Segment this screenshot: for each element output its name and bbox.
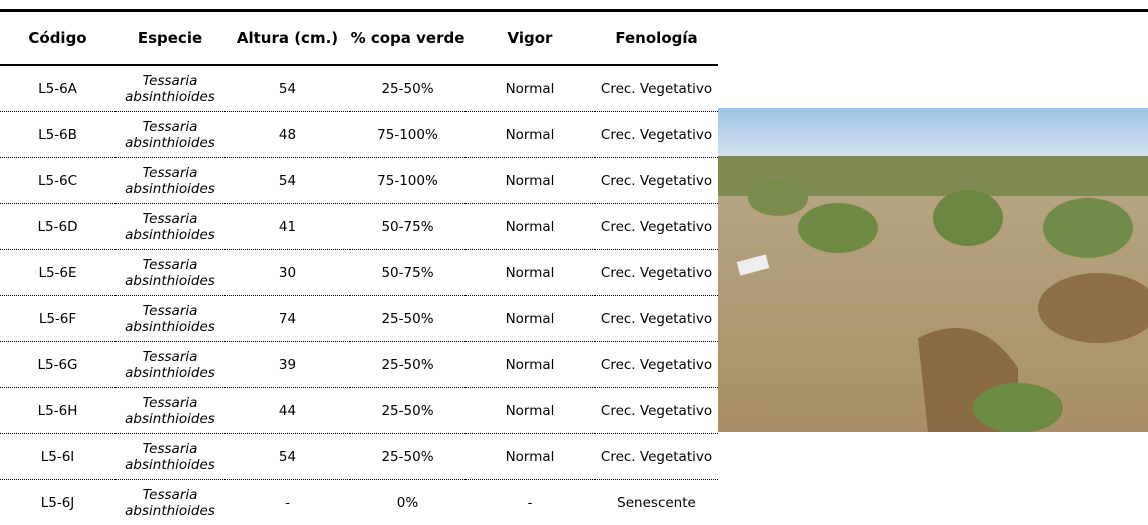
table-cell: Tessaria absinthioides	[115, 342, 225, 388]
table-cell: Normal	[465, 342, 595, 388]
table-cell: Tessaria absinthioides	[115, 296, 225, 342]
table-cell: 75-100%	[350, 112, 465, 158]
table-cell: Crec. Vegetativo	[595, 434, 718, 480]
table-cell: 25-50%	[350, 434, 465, 480]
table-cell: Normal	[465, 65, 595, 112]
header-cell: % copa verde	[350, 12, 465, 65]
table-cell: -	[225, 480, 350, 525]
table-cell: Tessaria absinthioides	[115, 434, 225, 480]
table-cell: 0%	[350, 480, 465, 525]
table-cell: L5-6A	[0, 65, 115, 112]
table-cell: 30	[225, 250, 350, 296]
table-cell: Crec. Vegetativo	[595, 342, 718, 388]
table-cell: L5-6E	[0, 250, 115, 296]
table-cell: 48	[225, 112, 350, 158]
table-cell: Normal	[465, 388, 595, 434]
table-cell: L5-6F	[0, 296, 115, 342]
table-cell: 54	[225, 158, 350, 204]
table-cell: L5-6G	[0, 342, 115, 388]
table-cell: Tessaria absinthioides	[115, 250, 225, 296]
table-cell: 54	[225, 434, 350, 480]
table-cell: L5-6J	[0, 480, 115, 525]
table-cell: Normal	[465, 112, 595, 158]
table-cell: L5-6B	[0, 112, 115, 158]
table-cell: -	[465, 480, 595, 525]
table-cell: Crec. Vegetativo	[595, 250, 718, 296]
table-cell: 25-50%	[350, 296, 465, 342]
table-cell: Tessaria absinthioides	[115, 388, 225, 434]
table-cell: L5-6C	[0, 158, 115, 204]
table-cell: Crec. Vegetativo	[595, 204, 718, 250]
header-cell: Fenología	[595, 12, 718, 65]
field-photo	[718, 108, 1148, 432]
table-cell: 25-50%	[350, 342, 465, 388]
table-cell: Tessaria absinthioides	[115, 112, 225, 158]
table-cell: 39	[225, 342, 350, 388]
header-cell: Código	[0, 12, 115, 65]
table-cell: Normal	[465, 204, 595, 250]
table-cell: 50-75%	[350, 250, 465, 296]
header-cell: Vigor	[465, 12, 595, 65]
table-cell: Senescente	[595, 480, 718, 525]
table-cell: L5-6I	[0, 434, 115, 480]
table-cell: Tessaria absinthioides	[115, 204, 225, 250]
table-cell: 25-50%	[350, 388, 465, 434]
table-cell: Normal	[465, 434, 595, 480]
table-cell: Tessaria absinthioides	[115, 65, 225, 112]
table-cell: Crec. Vegetativo	[595, 158, 718, 204]
table-cell: Normal	[465, 250, 595, 296]
header-cell: Especie	[115, 12, 225, 65]
table-cell: 44	[225, 388, 350, 434]
table-cell: 74	[225, 296, 350, 342]
table-cell: 25-50%	[350, 65, 465, 112]
table-cell: Tessaria absinthioides	[115, 480, 225, 525]
table-cell: Tessaria absinthioides	[115, 158, 225, 204]
header-cell: Altura (cm.)	[225, 12, 350, 65]
table-cell: Normal	[465, 158, 595, 204]
table-cell: 50-75%	[350, 204, 465, 250]
table-cell: L5-6H	[0, 388, 115, 434]
table-cell: Crec. Vegetativo	[595, 65, 718, 112]
table-cell: Normal	[465, 296, 595, 342]
table-cell: 54	[225, 65, 350, 112]
table-cell: Crec. Vegetativo	[595, 112, 718, 158]
table-cell: L5-6D	[0, 204, 115, 250]
table-cell: 41	[225, 204, 350, 250]
table-cell: Crec. Vegetativo	[595, 296, 718, 342]
table-cell: 75-100%	[350, 158, 465, 204]
table-cell: Crec. Vegetativo	[595, 388, 718, 434]
